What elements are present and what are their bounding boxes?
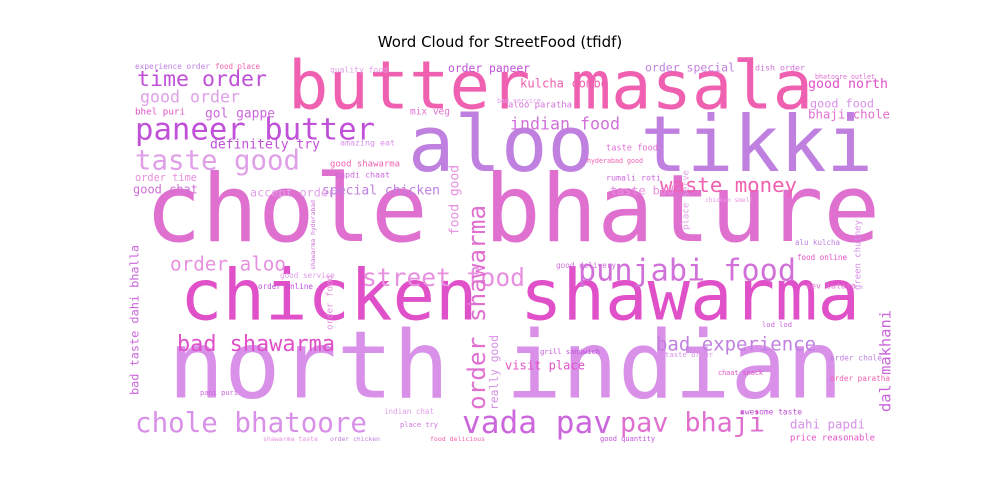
word: paneer butter — [135, 113, 375, 148]
word: kulcha combo — [520, 77, 608, 91]
word: gol gappe — [205, 107, 275, 122]
word: pani puri — [200, 388, 238, 397]
word: street food — [362, 263, 525, 292]
word: north indian — [168, 311, 843, 420]
word: order special — [645, 61, 735, 75]
word: experience order — [135, 62, 210, 71]
word: bad taste dahi bhalla — [128, 245, 142, 395]
word: order shawarma — [462, 205, 491, 410]
word: definitely try — [210, 138, 320, 153]
word: order chole — [830, 354, 882, 363]
word: order food — [326, 275, 336, 330]
word: bad experience — [656, 334, 816, 356]
word: bhel puri — [135, 107, 185, 118]
word: order time — [135, 172, 197, 184]
word: good shawarma — [330, 160, 400, 170]
word: lod lod — [762, 320, 792, 329]
word: order chicken — [330, 435, 380, 443]
word: order paneer — [448, 61, 530, 75]
word: good delivery — [556, 261, 616, 270]
word: bhaji chole — [808, 108, 890, 122]
word: time order — [137, 67, 267, 92]
word: chaat snack — [718, 369, 763, 377]
word: green chutney — [854, 219, 864, 290]
word: dal makhani — [877, 310, 895, 412]
word: good order — [140, 88, 240, 107]
word: awesome taste — [740, 408, 802, 417]
word: chole bhature — [145, 155, 880, 264]
word: bhatoore outlet — [815, 73, 875, 81]
word: chole bhatoore — [135, 407, 367, 439]
word: visit place — [505, 359, 585, 373]
word: indian chat — [384, 407, 434, 416]
word: waste money — [660, 173, 797, 197]
word: good north — [808, 77, 888, 92]
word: sev batata — [806, 281, 856, 291]
word: food delicious — [430, 435, 485, 443]
plot-area — [125, 60, 875, 445]
word: bad shawarma — [177, 332, 335, 357]
word: quality food — [330, 66, 388, 75]
word: good food — [810, 97, 874, 111]
word: aloo tikki — [408, 100, 873, 190]
chart-title: Word Cloud for StreetFood (tfidf) — [378, 33, 622, 51]
word: taste good — [135, 146, 300, 177]
word: good service — [280, 271, 335, 280]
word: order online — [258, 282, 313, 291]
word: pav bhaji — [620, 408, 765, 439]
word: alu kulcha — [795, 238, 840, 247]
word: grill sandwich — [540, 347, 600, 356]
word: papdi chaat — [335, 170, 390, 180]
word: good chat — [133, 183, 198, 197]
word: chicken shawarma — [180, 254, 860, 337]
word: shawarma hyderabad — [309, 200, 317, 270]
word: special chicken — [322, 184, 440, 199]
word: butter masala — [288, 47, 813, 125]
word: dahi papdi — [790, 417, 865, 432]
word: bad service — [497, 97, 541, 105]
word: taste bad — [610, 184, 674, 198]
word: vada pav — [462, 405, 612, 441]
word: rumali roti — [606, 173, 661, 183]
word: food good — [448, 165, 463, 235]
word: food place — [215, 62, 261, 71]
word: taste order — [665, 350, 714, 359]
word: amazing eat — [340, 138, 395, 148]
word: good quantity — [600, 434, 655, 443]
word: taste food — [606, 144, 658, 154]
word: accept order — [250, 186, 335, 200]
word: hyderabad good — [587, 157, 643, 165]
word: aloo paratha — [508, 101, 572, 111]
word: order paratha — [830, 374, 890, 383]
word: punjabi food — [578, 254, 796, 289]
word: shawarma taste — [263, 435, 318, 443]
word: food online — [797, 253, 847, 262]
word: mix veg — [410, 107, 450, 118]
word: place serve — [682, 170, 692, 230]
word: price reasonable — [790, 434, 875, 444]
word: indian food — [510, 115, 620, 134]
word: place try — [400, 420, 438, 429]
word: dish order — [755, 63, 805, 73]
word: really good — [487, 335, 501, 410]
word: chicken smell — [705, 197, 753, 204]
word: order aloo — [170, 253, 286, 276]
